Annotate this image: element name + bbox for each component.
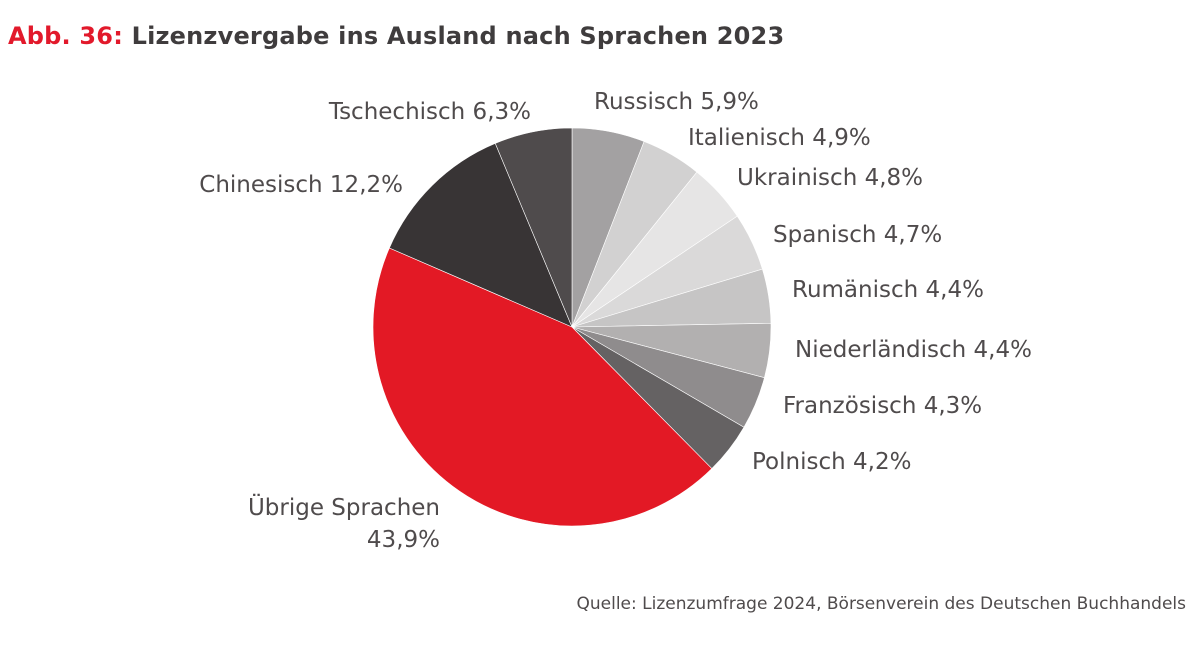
slice-label: Übrige Sprachen [248,493,440,521]
figure-title-text: Lizenzvergabe ins Ausland nach Sprachen … [131,22,785,50]
slice-label: Tschechisch 6,3% [328,99,531,125]
figure-title: Abb. 36: Lizenzvergabe ins Ausland nach … [8,22,784,50]
slice-label: Russisch 5,9% [594,89,759,115]
pie-slice-chinesisch [388,142,573,328]
slice-label: Polnisch 4,2% [752,449,911,475]
slice-label: Italienisch 4,9% [688,125,871,151]
slice-label: Chinesisch 12,2% [199,172,403,198]
pie-slices [372,127,772,527]
slice-label: Ukrainisch 4,8% [737,165,923,191]
slice-label: Niederländisch 4,4% [795,337,1032,363]
pie-slice-tschechisch [494,127,573,328]
pie-slice-übrige-sprachen [372,247,713,527]
pie-labels: Russisch 5,9% Italienisch 4,9% Ukrainisch … [199,89,1032,553]
figure-number: Abb. 36: [8,22,124,50]
slice-label: Rumänisch 4,4% [792,277,984,303]
slice-label-value: 43,9% [367,527,440,553]
slice-label: Französisch 4,3% [783,393,982,419]
slice-label: Spanisch 4,7% [773,222,942,248]
source-note: Quelle: Lizenzumfrage 2024, Börsenverein… [576,594,1187,614]
